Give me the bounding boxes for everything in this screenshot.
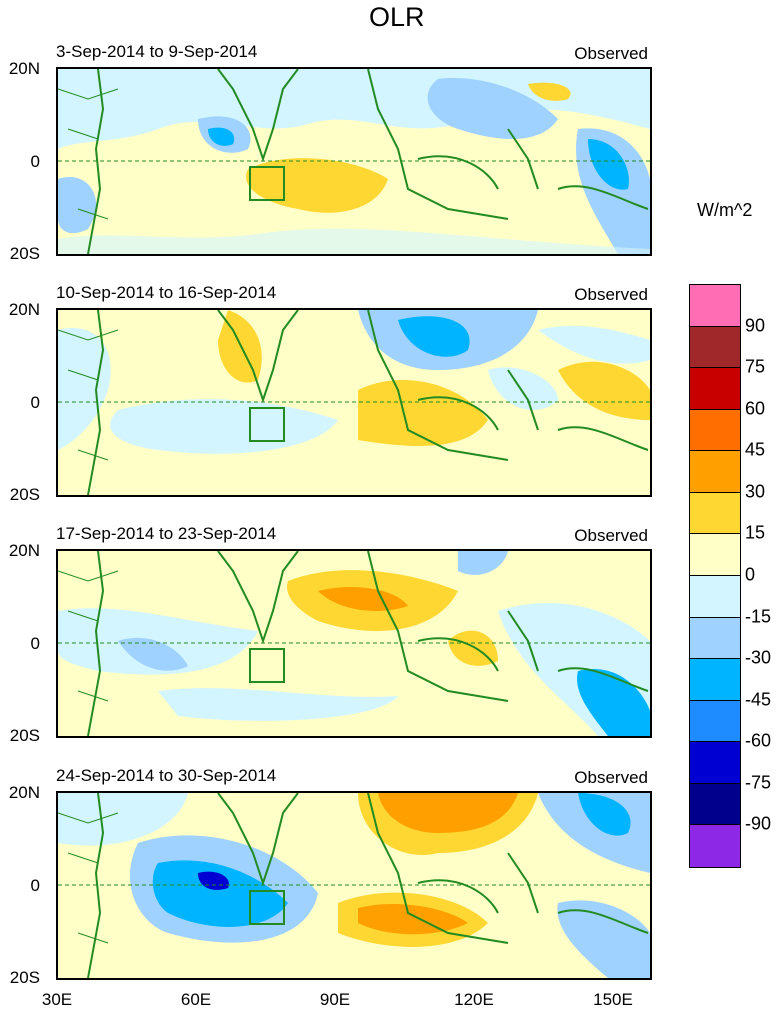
map-panel-4: 24-Sep-2014 to 30-Sep-2014 Observed — [0, 766, 680, 1006]
colorbar — [689, 284, 741, 868]
olr-contours — [58, 310, 650, 495]
colorbar-swatch — [690, 451, 740, 493]
colorbar-tick-label: -45 — [745, 689, 772, 710]
colorbar-tick-label: 30 — [745, 481, 766, 502]
colorbar-swatch — [690, 742, 740, 784]
colorbar-swatch — [690, 700, 740, 743]
olr-contours — [58, 551, 650, 736]
panel-observed-label: Observed — [574, 285, 648, 304]
colorbar-tick-label: -90 — [745, 813, 772, 834]
colorbar-tick-label: -30 — [745, 647, 772, 668]
panel-observed-label: Observed — [574, 768, 648, 787]
y-tick-20n: 20N — [8, 300, 40, 319]
colorbar-tick-label: -75 — [745, 772, 772, 793]
y-tick-0: 0 — [30, 634, 40, 653]
colorbar-swatch — [690, 492, 740, 535]
panel-date-range: 10-Sep-2014 to 16-Sep-2014 — [56, 283, 277, 302]
y-tick-20s: 20S — [9, 968, 40, 987]
map-panel-3: 17-Sep-2014 to 23-Sep-2014 Observed — [0, 524, 680, 764]
y-tick-20n: 20N — [8, 541, 40, 560]
colorbar-swatch — [690, 285, 740, 327]
colorbar-swatch — [690, 617, 740, 660]
map-panel-2: 10-Sep-2014 to 16-Sep-2014 Observed — [0, 283, 680, 523]
olr-map — [56, 308, 652, 497]
panel-observed-label: Observed — [574, 526, 648, 545]
colorbar-tick-label: 0 — [745, 564, 756, 585]
panel-date-range: 3-Sep-2014 to 9-Sep-2014 — [56, 42, 258, 61]
colorbar-swatch — [690, 659, 740, 701]
olr-contours — [58, 793, 650, 978]
colorbar-swatch — [690, 825, 740, 867]
x-tick-60e: 60E — [180, 990, 212, 1009]
olr-map — [56, 67, 652, 256]
olr-contours — [58, 69, 650, 254]
y-tick-20n: 20N — [8, 59, 40, 78]
y-tick-0: 0 — [30, 876, 40, 895]
panel-observed-label: Observed — [574, 44, 648, 63]
y-tick-20n: 20N — [8, 783, 40, 802]
colorbar-tick-label: 15 — [745, 522, 766, 543]
olr-map — [56, 549, 652, 738]
colorbar-tick-label: -15 — [745, 606, 772, 627]
x-tick-150e: 150E — [593, 990, 633, 1009]
y-tick-0: 0 — [30, 152, 40, 171]
x-tick-30e: 30E — [41, 990, 73, 1009]
map-panel-1: 3-Sep-2014 to 9-Sep-2014 Observed — [0, 42, 680, 282]
colorbar-swatch — [690, 783, 740, 826]
colorbar-swatch — [690, 409, 740, 452]
y-tick-20s: 20S — [9, 244, 40, 263]
panel-date-range: 17-Sep-2014 to 23-Sep-2014 — [56, 524, 277, 543]
colorbar-tick-label: 75 — [745, 356, 766, 377]
colorbar-swatch — [690, 534, 740, 576]
y-tick-20s: 20S — [9, 726, 40, 745]
x-tick-90e: 90E — [319, 990, 351, 1009]
olr-map — [56, 791, 652, 980]
colorbar-swatch — [690, 575, 740, 618]
colorbar-tick-label: -60 — [745, 730, 772, 751]
colorbar-swatch — [690, 326, 740, 369]
x-tick-120e: 120E — [454, 990, 494, 1009]
colorbar-tick-label: 60 — [745, 398, 766, 419]
panel-date-range: 24-Sep-2014 to 30-Sep-2014 — [56, 766, 277, 785]
colorbar-tick-label: 45 — [745, 439, 766, 460]
colorbar-unit: W/m^2 — [697, 200, 753, 220]
colorbar-tick-label: 90 — [745, 315, 766, 336]
y-tick-0: 0 — [30, 393, 40, 412]
y-tick-20s: 20S — [9, 485, 40, 504]
colorbar-swatch — [690, 368, 740, 410]
